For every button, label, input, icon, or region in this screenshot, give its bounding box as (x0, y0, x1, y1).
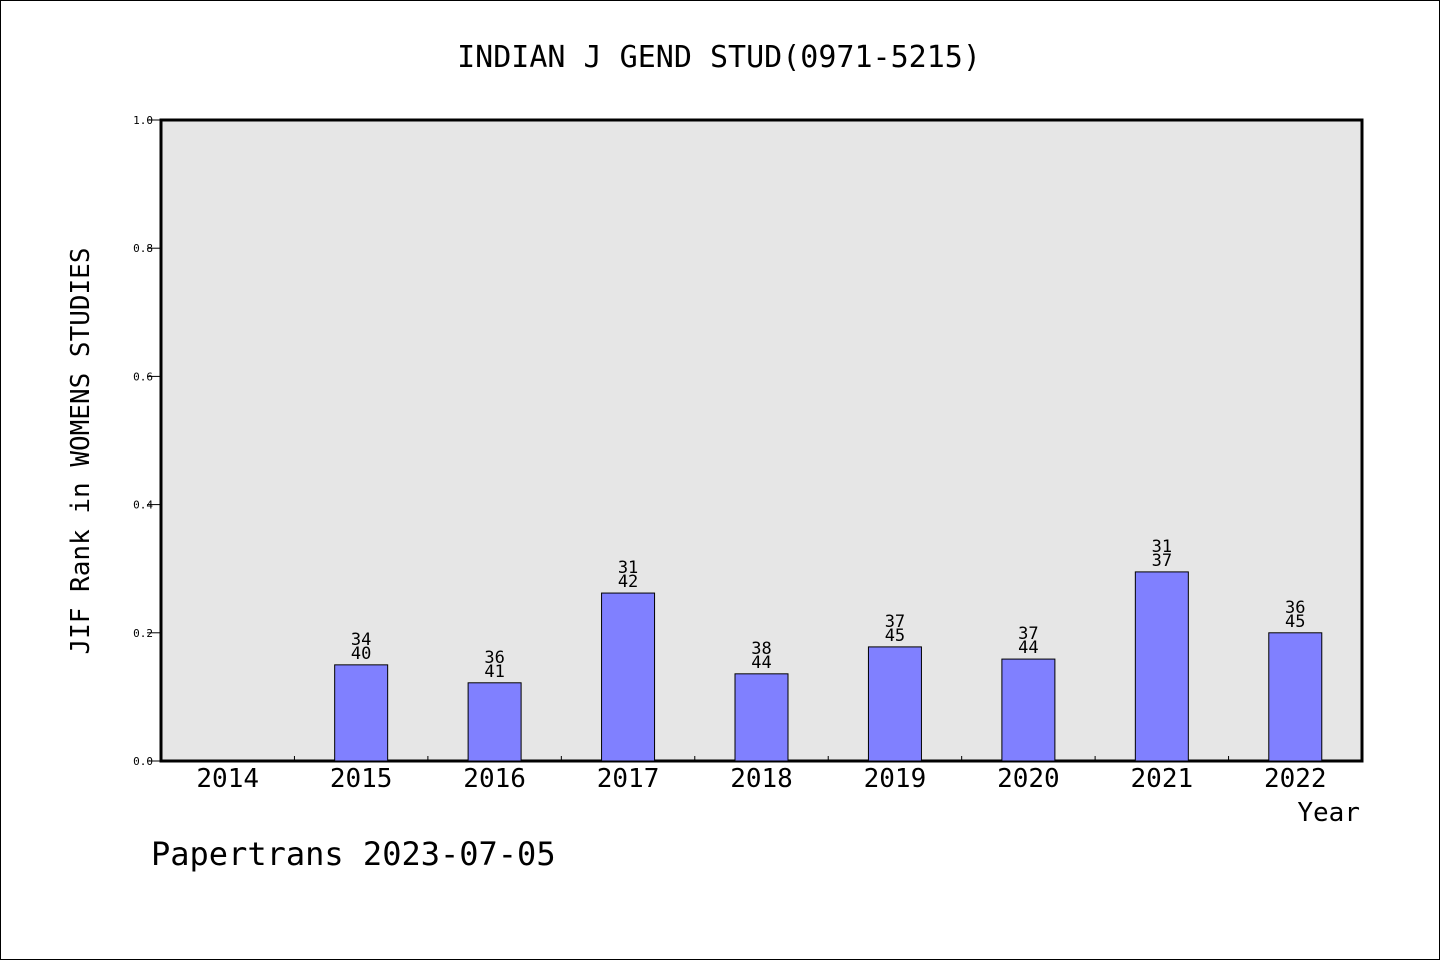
x-tick-label: 2021 (1131, 764, 1194, 794)
y-axis-label: JIF Rank in WOMENS STUDIES (66, 248, 96, 655)
bar-2016 (467, 682, 522, 762)
x-tick-label: 2015 (330, 764, 393, 794)
bar-rank-label: 38 (751, 639, 771, 659)
bar-rank-label: 37 (885, 612, 905, 632)
bar-rank-label: 36 (484, 648, 504, 668)
chart-title: INDIAN J GEND STUD(0971-5215) (457, 40, 981, 75)
bar-total-label: 45 (1285, 612, 1305, 632)
x-tick-label: 2018 (730, 764, 793, 794)
y-tick-label: 0.0 (133, 755, 153, 768)
y-tick-label: 0.6 (133, 370, 153, 383)
bar-rank-label: 37 (1018, 624, 1038, 644)
x-tick-label: 2016 (463, 764, 526, 794)
footer-watermark: Papertrans 2023-07-05 (151, 835, 556, 873)
y-tick-label: 0.2 (133, 627, 153, 640)
bar-rank-label: 34 (351, 630, 371, 650)
x-tick-label: 2019 (864, 764, 927, 794)
bar-total-label: 42 (618, 572, 638, 592)
bar-total-label: 37 (1152, 551, 1172, 571)
bar-total-label: 45 (885, 626, 905, 646)
y-tick-label: 0.4 (133, 499, 153, 512)
bar-2019 (867, 646, 922, 762)
bar-total-label: 40 (351, 644, 371, 664)
x-axis-label: Year (1297, 798, 1360, 828)
bars-group (334, 571, 1323, 762)
bar-2018 (734, 673, 789, 762)
bar-rank-label: 36 (1285, 598, 1305, 618)
y-tick-label: 1.0 (133, 114, 153, 127)
bar-total-label: 41 (484, 662, 504, 682)
bar-2020 (1001, 658, 1056, 762)
x-tick-label: 2020 (997, 764, 1060, 794)
bar-rank-label: 31 (618, 558, 638, 578)
bar-total-label: 44 (751, 653, 771, 673)
x-axis-ticks: 2014 2015 2016 2017 2018 2019 2020 2021 2022 (196, 756, 1327, 794)
x-tick-label: 2017 (597, 764, 660, 794)
x-tick-label: 2022 (1264, 764, 1327, 794)
bar-total-label: 44 (1018, 638, 1038, 658)
x-tick-label: 2014 (196, 764, 259, 794)
bar-rank-label: 31 (1152, 537, 1172, 557)
bar-2015 (334, 664, 389, 762)
y-tick-label: 0.8 (133, 242, 153, 255)
y-axis-ticks: 0.0 0.2 0.4 0.6 0.8 1.0 (133, 114, 161, 768)
bar-2021 (1134, 571, 1189, 762)
bar-2022 (1268, 632, 1323, 762)
bar-2017 (601, 592, 656, 762)
